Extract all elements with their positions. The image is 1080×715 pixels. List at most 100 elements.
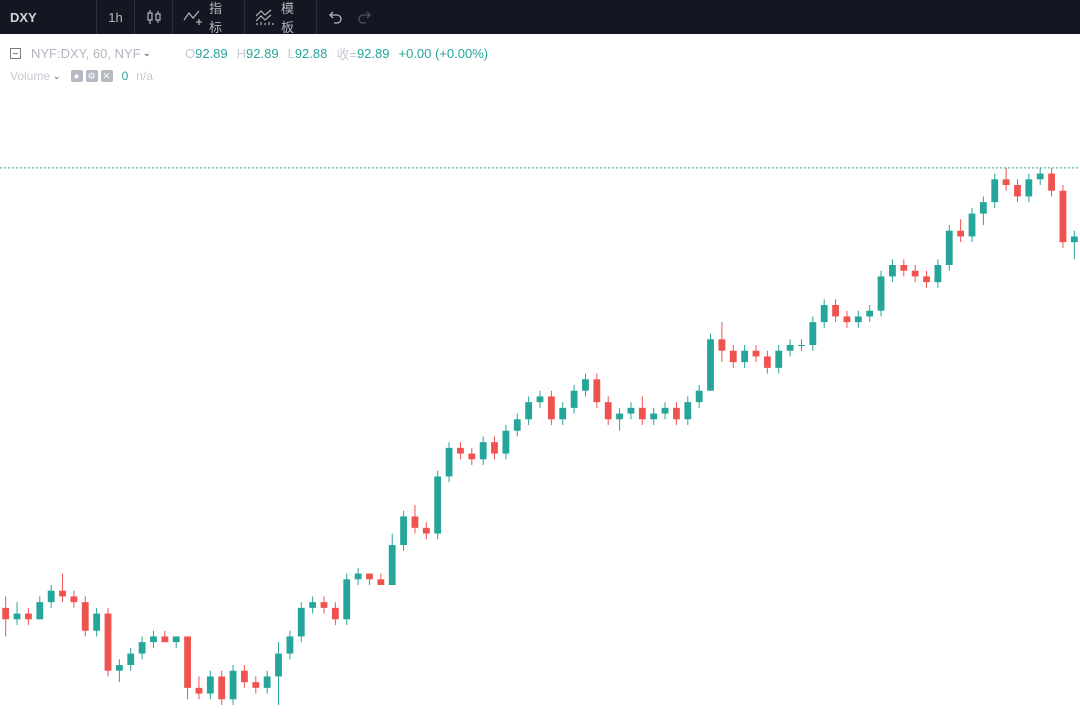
candle-body bbox=[570, 390, 578, 408]
candle-body bbox=[809, 322, 817, 345]
collapse-legend-icon[interactable] bbox=[10, 48, 21, 59]
candle-body bbox=[309, 602, 317, 608]
high-value: 92.89 bbox=[246, 46, 279, 61]
candle-body bbox=[343, 579, 351, 620]
candle-body bbox=[184, 636, 191, 688]
candle-body bbox=[70, 596, 78, 603]
legend-title[interactable]: NYF:DXY, 60, NYF bbox=[31, 46, 141, 61]
undo-redo-group bbox=[317, 0, 383, 34]
candle-body bbox=[331, 607, 339, 620]
close-icon[interactable]: ✕ bbox=[100, 70, 113, 82]
interval-label: 1h bbox=[108, 9, 123, 25]
volume-chevron-down-icon[interactable]: ⌄ bbox=[53, 70, 61, 81]
indicators-button[interactable]: 指标 bbox=[173, 0, 245, 35]
candle-body bbox=[377, 579, 385, 585]
candle-body bbox=[843, 316, 851, 323]
interval-button[interactable]: 1h bbox=[97, 0, 135, 34]
eye-icon[interactable]: ● bbox=[70, 70, 83, 82]
low-label: L bbox=[287, 46, 295, 61]
change-value: +0.00 (+0.00%) bbox=[398, 46, 489, 61]
candle-body bbox=[513, 419, 521, 431]
candle-body bbox=[582, 379, 589, 391]
candle-body bbox=[241, 670, 248, 683]
candle-body bbox=[468, 453, 476, 460]
candle-body bbox=[979, 202, 987, 214]
close-value: 92.89 bbox=[356, 46, 390, 61]
candle-body bbox=[1070, 236, 1078, 243]
candle-body bbox=[900, 265, 908, 271]
candle-body bbox=[218, 676, 226, 700]
candle-body bbox=[741, 350, 749, 363]
candle-body bbox=[252, 682, 260, 688]
candle-body bbox=[400, 516, 407, 545]
candle-body bbox=[877, 276, 885, 311]
candle-body bbox=[547, 396, 555, 420]
redo-icon[interactable] bbox=[357, 9, 373, 25]
undo-icon[interactable] bbox=[327, 9, 343, 25]
candle-body bbox=[172, 636, 180, 643]
candle-body bbox=[150, 636, 157, 643]
candle-body bbox=[81, 602, 89, 631]
high-label: H bbox=[236, 46, 247, 61]
candle-body bbox=[263, 676, 271, 688]
templates-icon bbox=[255, 8, 277, 26]
candle-body bbox=[445, 447, 453, 477]
candle-body bbox=[25, 613, 32, 620]
candle-body bbox=[13, 613, 21, 620]
candle-body bbox=[434, 476, 442, 534]
candle-body bbox=[695, 390, 703, 403]
candle-body bbox=[604, 402, 612, 420]
top-toolbar: DXY 1h 指标 模板 bbox=[0, 0, 1080, 35]
settings-icon[interactable]: ⚙ bbox=[85, 70, 98, 82]
candle-body bbox=[911, 270, 919, 277]
candle-body bbox=[866, 310, 874, 317]
candle-body bbox=[229, 670, 237, 700]
price-chart[interactable] bbox=[0, 85, 1080, 715]
candle-body bbox=[388, 545, 396, 585]
candle-body bbox=[47, 590, 55, 603]
candle-body bbox=[889, 265, 896, 277]
ohlc-legend: NYF:DXY, 60, NYF ⌄ O 92.89 H 92.89 L 92.… bbox=[10, 44, 488, 63]
chart-type-button[interactable] bbox=[135, 0, 173, 34]
candle-body bbox=[275, 653, 282, 677]
candle-body bbox=[1059, 190, 1067, 243]
candle-body bbox=[536, 396, 544, 403]
candle-body bbox=[593, 379, 601, 403]
candle-body bbox=[2, 607, 10, 620]
candle-body bbox=[195, 687, 203, 694]
open-label: O bbox=[184, 46, 196, 61]
templates-label: 模板 bbox=[281, 1, 295, 35]
candle-body bbox=[786, 345, 794, 351]
candle-body bbox=[707, 339, 714, 391]
candle-body bbox=[525, 402, 533, 420]
candle-body bbox=[366, 573, 373, 580]
candle-body bbox=[923, 276, 930, 283]
symbol-search-button[interactable]: DXY bbox=[0, 0, 97, 34]
candle-body bbox=[627, 407, 635, 414]
candle-body bbox=[411, 516, 419, 528]
candle-body bbox=[138, 642, 146, 654]
candle-body bbox=[286, 636, 294, 654]
candle-body bbox=[798, 345, 805, 346]
symbol-label: DXY bbox=[10, 9, 37, 25]
candle-body bbox=[616, 413, 623, 420]
candle-body bbox=[968, 213, 976, 237]
templates-button[interactable]: 模板 bbox=[245, 0, 317, 35]
candle-body bbox=[673, 407, 680, 420]
candle-body bbox=[718, 339, 726, 351]
chevron-down-icon[interactable]: ⌄ bbox=[142, 48, 151, 59]
candle-body bbox=[59, 590, 66, 597]
volume-label[interactable]: Volume bbox=[10, 69, 51, 83]
candle-body bbox=[161, 636, 169, 643]
low-value: 92.88 bbox=[294, 46, 328, 61]
candle-body bbox=[36, 602, 44, 620]
candlestick-icon bbox=[145, 8, 163, 26]
candle-body bbox=[1036, 173, 1044, 180]
indicators-icon bbox=[183, 8, 205, 26]
volume-value: 0 bbox=[121, 69, 129, 83]
candle-body bbox=[934, 265, 942, 283]
candle-body bbox=[650, 413, 658, 420]
close-label: 收= bbox=[336, 47, 357, 62]
candle-body bbox=[945, 230, 953, 265]
candle-body bbox=[775, 350, 783, 368]
